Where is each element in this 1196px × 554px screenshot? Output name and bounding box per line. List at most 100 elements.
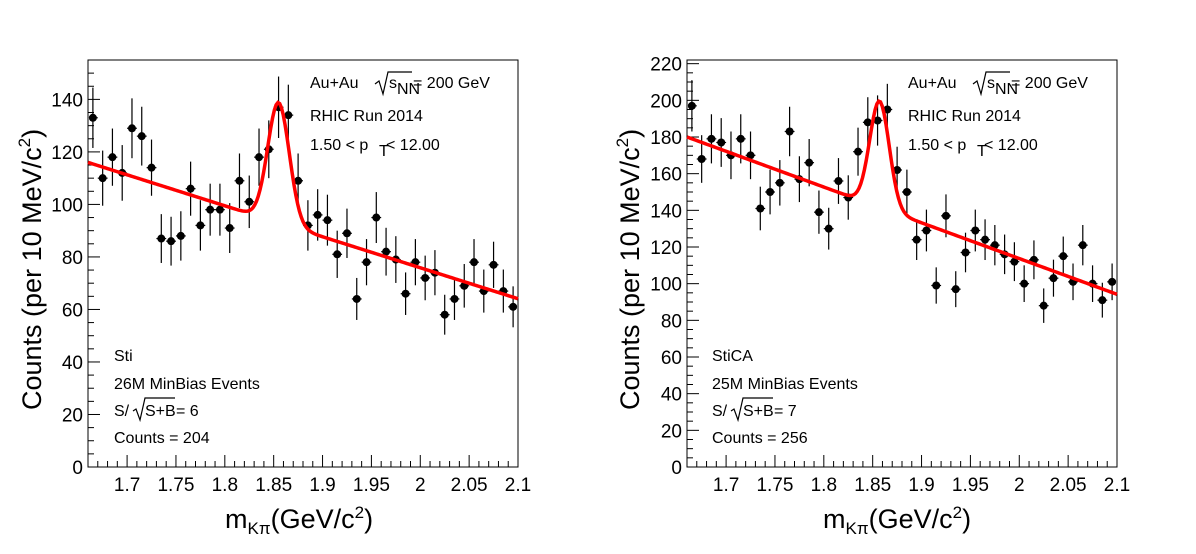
data-point bbox=[824, 224, 833, 233]
data-point bbox=[1098, 296, 1107, 305]
data-point bbox=[941, 211, 950, 220]
data-point bbox=[127, 124, 136, 133]
chart-panel-sti: 1.7 1.75 1.8 1.85 1.9 1.95 2 2.05 2.1 0 20 40 60 80 1… bbox=[15, 59, 531, 538]
run-label: RHIC Run 2014 bbox=[310, 108, 423, 125]
data-point bbox=[245, 197, 254, 206]
data-point bbox=[372, 213, 381, 222]
y-tick-label: 120 bbox=[650, 238, 682, 259]
data-point bbox=[215, 205, 224, 214]
data-point bbox=[785, 127, 794, 136]
counts-label: Counts = 256 bbox=[712, 430, 808, 447]
x-tick-label: 1.8 bbox=[811, 475, 837, 496]
y-tick-label: 120 bbox=[51, 143, 83, 164]
data-point bbox=[814, 208, 823, 217]
data-point bbox=[863, 118, 872, 127]
pt-subscript: T bbox=[379, 143, 389, 160]
signif-prefix: S/ bbox=[114, 403, 130, 420]
data-point bbox=[1039, 301, 1048, 310]
y-tick-label: 200 bbox=[650, 91, 682, 112]
pt-prefix: 1.50 < p bbox=[310, 137, 368, 154]
data-point bbox=[176, 231, 185, 240]
significance-label: S/ S+B = 7 bbox=[712, 397, 797, 423]
fit-curve bbox=[686, 98, 1118, 296]
data-point bbox=[1020, 279, 1029, 288]
data-point bbox=[88, 113, 97, 122]
data-point bbox=[333, 250, 342, 259]
data-point bbox=[98, 174, 107, 183]
y-axis-title: Counts (per 10 MeV/c2) bbox=[613, 129, 645, 410]
data-point bbox=[235, 176, 244, 185]
y-axis-title: Counts (per 10 MeV/c2) bbox=[15, 129, 47, 410]
data-point bbox=[313, 210, 322, 219]
data-point bbox=[805, 158, 814, 167]
data-point bbox=[167, 237, 176, 246]
data-point bbox=[255, 153, 264, 162]
events-label: 26M MinBias Events bbox=[114, 376, 260, 393]
y-tick-label: 180 bbox=[650, 128, 682, 149]
svg-text:Au+Au: Au+Au bbox=[908, 75, 956, 92]
y-tick-label: 100 bbox=[650, 275, 682, 296]
data-point bbox=[736, 134, 745, 143]
data-point bbox=[186, 184, 195, 193]
data-point bbox=[342, 229, 351, 238]
data-point bbox=[981, 235, 990, 244]
y-tick-labels: 0 20 40 60 80 100 120 140 160 180 200 220 bbox=[650, 55, 682, 479]
significance-label: S/ S+B = 6 bbox=[114, 397, 199, 423]
tracker-label: Sti bbox=[114, 348, 133, 365]
data-point bbox=[971, 226, 980, 235]
data-point bbox=[922, 226, 931, 235]
collision-annotation: Au+Au s NN = 200 GeV bbox=[908, 71, 1088, 98]
x-tick-label: 2.05 bbox=[1050, 475, 1087, 496]
data-point bbox=[196, 221, 205, 230]
sqrt-s-label: s bbox=[389, 75, 397, 92]
data-point bbox=[450, 294, 459, 303]
svg-text:Au+Au: Au+Au bbox=[310, 75, 358, 92]
data-point bbox=[440, 310, 449, 319]
signif-prefix: S/ bbox=[712, 403, 728, 420]
x-tick-label: 1.85 bbox=[854, 475, 891, 496]
energy-label: = 200 GeV bbox=[1011, 75, 1088, 92]
data-point bbox=[489, 260, 498, 269]
pt-range-label: 1.50 < p T < 12.00 bbox=[310, 137, 440, 160]
y-tick-label: 0 bbox=[671, 458, 682, 479]
data-point bbox=[697, 155, 706, 163]
x-tick-label: 1.95 bbox=[353, 475, 390, 496]
y-tick-label: 40 bbox=[661, 385, 682, 406]
x-tick-label: 1.75 bbox=[756, 475, 793, 496]
x-tick-label: 1.85 bbox=[255, 475, 292, 496]
fit-curve bbox=[87, 100, 519, 301]
chart-panel-stica: 1.7 1.75 1.8 1.85 1.9 1.95 2 2.05 2.1 0 20 40 60 80 1… bbox=[613, 55, 1130, 538]
x-tick-label: 1.75 bbox=[157, 475, 194, 496]
data-point bbox=[362, 258, 371, 267]
signif-root: S+B bbox=[145, 403, 176, 420]
tracker-label: StiCA bbox=[712, 348, 753, 365]
y-tick-label: 0 bbox=[72, 458, 83, 479]
data-points bbox=[687, 80, 1117, 323]
x-tick-label: 2.05 bbox=[451, 475, 488, 496]
data-point bbox=[932, 281, 941, 290]
y-tick-label: 80 bbox=[62, 248, 83, 269]
events-label: 25M MinBias Events bbox=[712, 376, 858, 393]
y-tick-label: 100 bbox=[51, 195, 83, 216]
data-point bbox=[717, 138, 726, 147]
data-point bbox=[1059, 252, 1068, 261]
sqrt-symbol bbox=[972, 71, 1010, 97]
data-point bbox=[707, 134, 716, 143]
data-point bbox=[746, 151, 755, 160]
data-point bbox=[225, 224, 234, 233]
data-point bbox=[206, 205, 215, 214]
data-point bbox=[951, 285, 960, 294]
data-point bbox=[421, 273, 430, 282]
sqrt-symbol bbox=[374, 71, 412, 97]
data-point bbox=[323, 216, 332, 225]
signif-root: S+B bbox=[743, 403, 774, 420]
data-point bbox=[766, 188, 775, 196]
y-tick-label: 140 bbox=[650, 201, 682, 222]
pt-range-label: 1.50 < p T < 12.00 bbox=[908, 137, 1038, 160]
x-axis-title: mKπ(GeV/c2) bbox=[823, 503, 971, 538]
data-point bbox=[775, 178, 784, 187]
counts-label: Counts = 204 bbox=[114, 430, 210, 447]
data-point bbox=[854, 147, 863, 156]
data-point bbox=[873, 116, 882, 125]
